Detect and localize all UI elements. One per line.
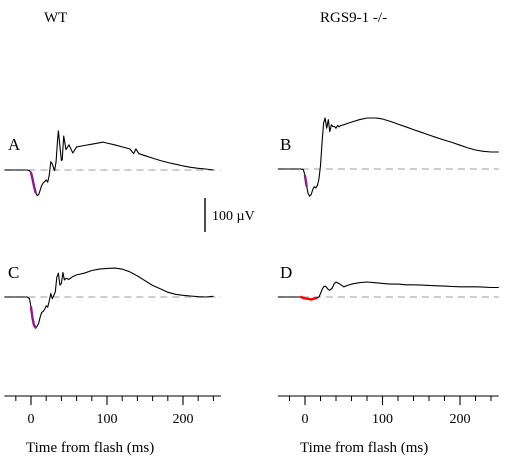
x-tick-label: 200 <box>173 412 194 427</box>
x-tick-label: 100 <box>372 412 393 427</box>
overlay-d <box>299 295 318 301</box>
x-axis-label-right: Time from flash (ms) <box>300 440 428 456</box>
x-tick-label: 200 <box>450 412 471 427</box>
traces <box>4 117 499 329</box>
overlay-c <box>29 306 37 329</box>
panel-label-b: B <box>280 135 291 154</box>
overlay-a <box>29 171 37 194</box>
panel-label-c: C <box>8 263 19 282</box>
x-tick-label: 0 <box>302 412 309 427</box>
panel-label-d: D <box>280 263 292 282</box>
x-tick-label: 0 <box>28 412 35 427</box>
overlay-b <box>303 174 308 188</box>
panel-label-a: A <box>8 135 21 154</box>
trace-b <box>277 117 499 197</box>
trace-c <box>4 267 214 329</box>
trace-a <box>4 130 214 197</box>
scale-bar-label: 100 µV <box>212 209 255 224</box>
x-axis-label-left: Time from flash (ms) <box>26 440 154 456</box>
column-title-wt: WT <box>44 10 67 26</box>
x-tick-label: 100 <box>97 412 118 427</box>
column-title-rgs9: RGS9-1 -/- <box>320 10 387 26</box>
axes: 0 100 200 0 100 200 <box>4 395 499 427</box>
